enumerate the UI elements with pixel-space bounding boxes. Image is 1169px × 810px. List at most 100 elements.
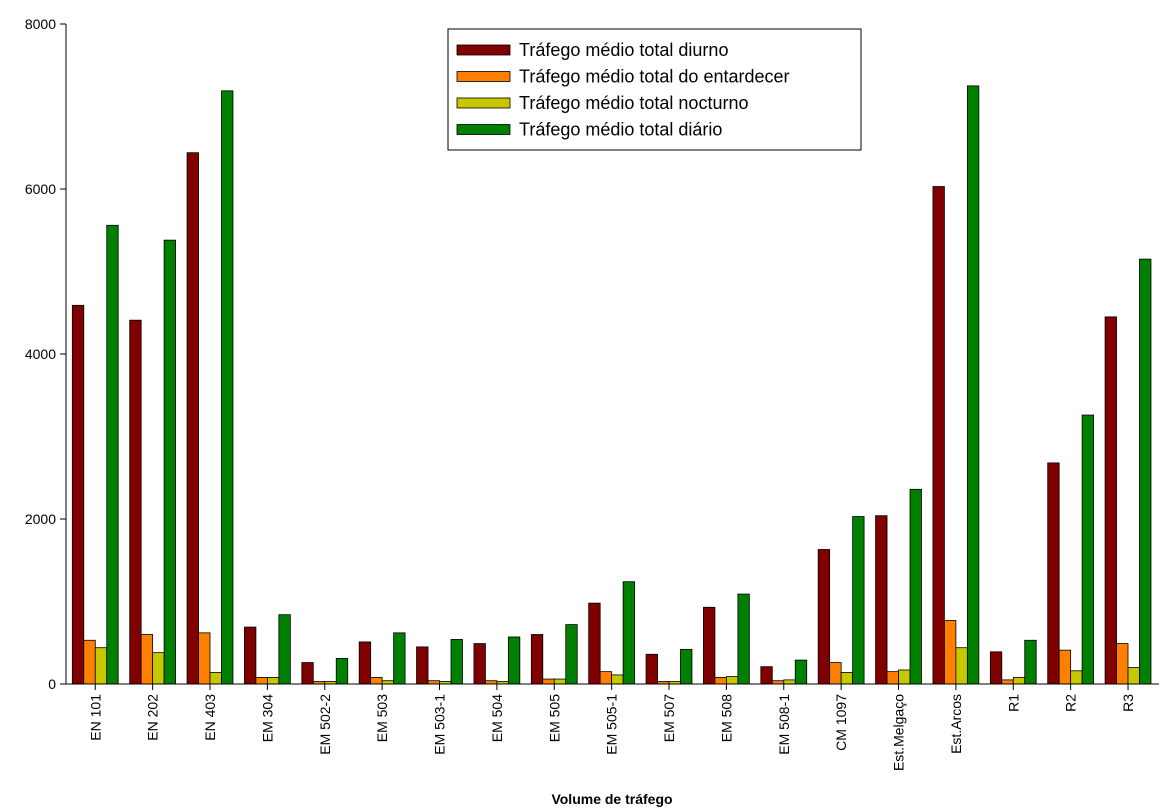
bar <box>1127 667 1140 685</box>
bar <box>611 674 624 685</box>
bar <box>140 634 154 685</box>
bar <box>278 614 291 685</box>
x-tick-label: R1 <box>1005 694 1021 712</box>
bar <box>209 672 222 685</box>
bar <box>680 648 693 685</box>
bar <box>370 677 383 685</box>
legend-label: Tráfego médio total diurno <box>519 40 728 60</box>
bar <box>553 678 567 685</box>
bar <box>829 662 842 685</box>
bar <box>645 653 658 685</box>
bar <box>794 659 808 685</box>
x-tick-label: EN 101 <box>87 694 103 741</box>
bar <box>152 652 165 685</box>
bar <box>198 632 211 685</box>
bar <box>335 658 349 685</box>
bar <box>622 581 635 685</box>
x-tick-label: EM 504 <box>489 694 505 742</box>
bar <box>83 639 96 685</box>
bar <box>1058 649 1072 685</box>
legend-swatch <box>456 97 511 109</box>
bar <box>737 593 750 685</box>
y-tick-label: 6000 <box>25 181 56 197</box>
bar <box>714 677 727 685</box>
bar <box>244 626 257 685</box>
bars <box>71 85 1152 685</box>
bar <box>255 677 268 685</box>
x-tick-label: EM 505-1 <box>604 694 620 755</box>
x-tick-label: EM 503-1 <box>432 694 448 755</box>
x-tick-label: EM 502-2 <box>317 694 333 755</box>
y-tick-label: 0 <box>48 676 56 692</box>
bar <box>416 646 429 685</box>
bar <box>840 672 854 685</box>
bar <box>875 515 888 685</box>
bar <box>358 641 372 685</box>
bar <box>955 647 968 685</box>
x-tick-label: Est.Melgaço <box>891 694 907 771</box>
y-tick-label: 8000 <box>25 16 56 32</box>
x-axis-label: Volume de tráfego <box>551 791 672 807</box>
y-axis: 0 2000 4000 6000 8000 <box>25 16 67 692</box>
legend-label: Tráfego médio total do entardecer <box>519 67 790 87</box>
legend-label: Tráfego médio total diário <box>519 120 722 140</box>
bar <box>760 666 773 685</box>
x-tick-label: Est.Arcos <box>948 694 964 754</box>
bar <box>932 186 945 685</box>
legend-swatch <box>456 44 511 56</box>
bar <box>473 643 486 685</box>
x-tick-label: CM 1097 <box>833 694 849 751</box>
bar <box>393 632 406 685</box>
bar <box>1070 670 1083 685</box>
bar <box>989 651 1003 685</box>
bar <box>1024 639 1037 685</box>
legend-box <box>447 28 862 151</box>
bar <box>588 602 601 685</box>
bar <box>1139 258 1152 685</box>
x-tick-label: EM 508-1 <box>776 694 792 755</box>
bar <box>1116 643 1129 685</box>
bar <box>186 152 199 685</box>
bar <box>106 224 119 685</box>
bar <box>703 606 716 685</box>
legend-swatch <box>456 71 511 82</box>
bar <box>898 669 911 685</box>
bar <box>1012 677 1026 685</box>
bar <box>944 620 957 685</box>
bar <box>301 662 314 685</box>
y-tick-label: 4000 <box>25 346 56 362</box>
bar <box>1001 679 1014 685</box>
bar <box>266 677 280 685</box>
bar <box>1104 316 1117 685</box>
bar <box>221 90 234 685</box>
legend-label: Tráfego médio total nocturno <box>519 93 748 113</box>
x-tick-label: EM 507 <box>661 694 677 742</box>
bar <box>599 671 613 685</box>
bar <box>1081 414 1094 685</box>
x-tick-label: EM 304 <box>259 694 275 742</box>
bar <box>530 634 544 685</box>
bar <box>129 319 142 685</box>
y-tick-label: 2000 <box>25 511 56 527</box>
x-tick-label: R2 <box>1063 694 1079 712</box>
legend: Tráfego médio total diurno Tráfego médio … <box>447 28 862 151</box>
bar <box>909 488 922 685</box>
bar <box>542 678 555 685</box>
bar <box>565 624 578 685</box>
x-tick-label: EM 503 <box>374 694 390 742</box>
legend-swatch <box>456 124 511 135</box>
bar <box>817 549 831 685</box>
bar <box>725 676 739 685</box>
bar <box>852 516 865 685</box>
bar <box>450 639 463 685</box>
bar <box>966 85 980 685</box>
x-tick-label: R3 <box>1120 694 1136 712</box>
x-tick-label: EN 403 <box>202 694 218 741</box>
bar <box>1047 462 1060 685</box>
x-tick-label: EM 508 <box>718 694 734 742</box>
x-tick-label: EN 202 <box>145 694 161 741</box>
bar <box>886 671 899 685</box>
bar <box>507 636 521 685</box>
bar <box>71 304 85 685</box>
